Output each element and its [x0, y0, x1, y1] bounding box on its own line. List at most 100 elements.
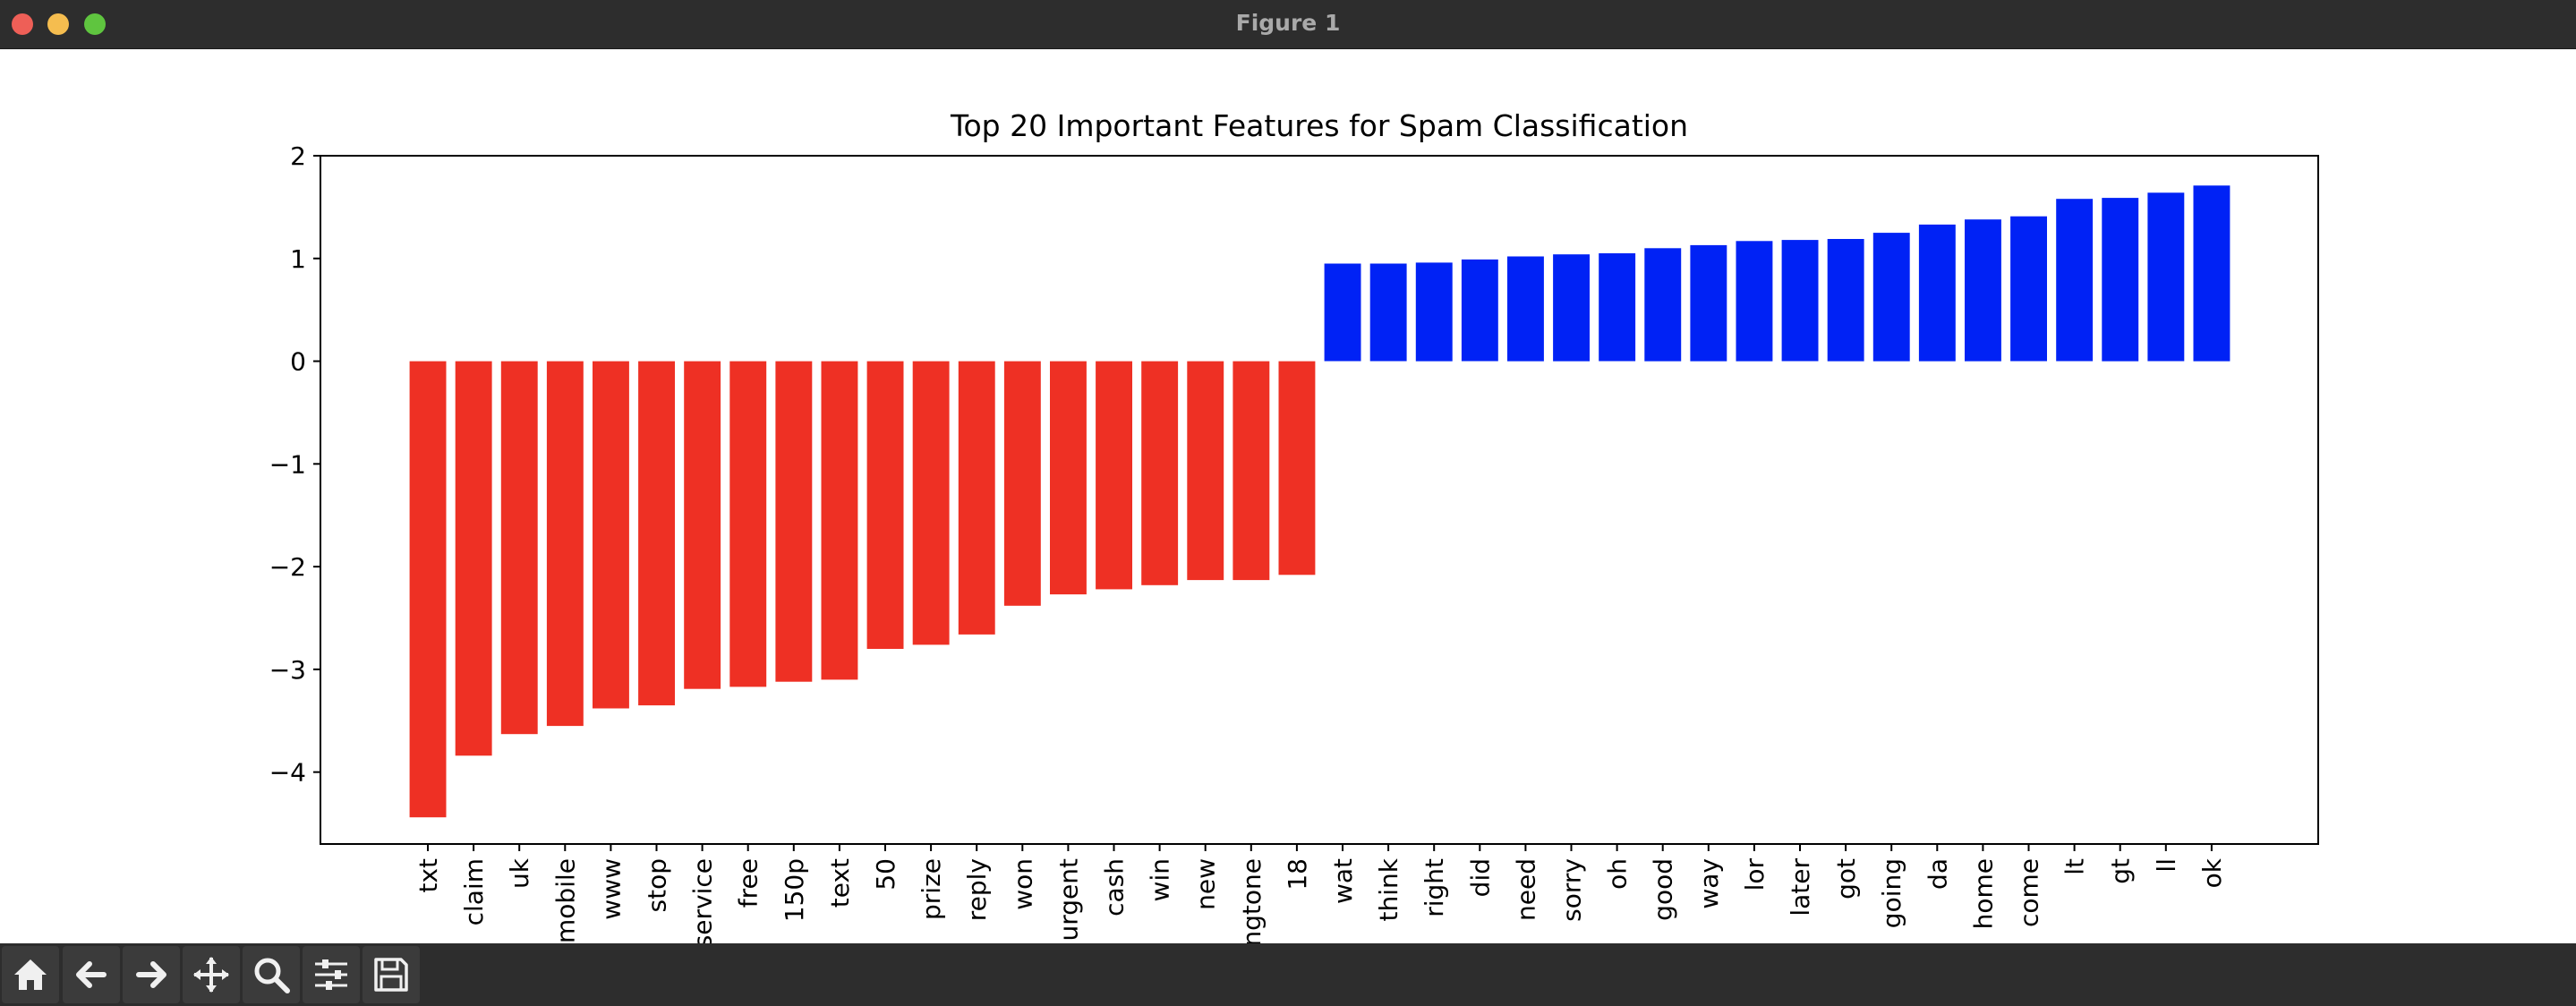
navigation-toolbar	[0, 943, 2576, 1006]
bar-www	[593, 361, 629, 709]
x-tick-label: new	[1191, 858, 1221, 910]
x-tick-label: service	[688, 858, 718, 943]
y-tick-label: −4	[269, 758, 306, 788]
x-tick-label: think	[1374, 857, 1403, 921]
bar-150p	[775, 361, 813, 682]
x-tick-label: lor	[1740, 858, 1770, 891]
x-tick-label: oh	[1603, 858, 1633, 890]
bar-claim	[455, 361, 492, 756]
bar-mobile	[546, 361, 584, 727]
save-button[interactable]	[363, 946, 420, 1003]
y-tick-label: −1	[269, 449, 306, 479]
bar-going	[1872, 233, 1910, 362]
bar-win	[1141, 361, 1179, 585]
maximize-window-button[interactable]	[84, 13, 106, 35]
pan-button[interactable]	[183, 946, 240, 1003]
save-icon	[374, 958, 408, 992]
x-tick-label: 150p	[780, 858, 809, 922]
x-tick-label: ok	[2197, 857, 2227, 888]
x-tick-label: 18	[1283, 858, 1312, 891]
bar-lor	[1736, 241, 1773, 362]
bar-uk	[500, 361, 538, 735]
bar-chart: Top 20 Important Features for Spam Class…	[269, 108, 2319, 964]
bar-did	[1461, 259, 1498, 362]
x-tick-label: uk	[505, 857, 534, 889]
y-tick-label: 0	[290, 347, 306, 377]
x-tick-label: got	[1831, 858, 1861, 899]
bar-way	[1690, 244, 1727, 362]
bar-ok	[2193, 185, 2231, 362]
bar-right	[1415, 262, 1453, 362]
configure-subplots-button[interactable]	[303, 946, 360, 1003]
y-tick-label: −3	[269, 655, 306, 685]
x-tick-label: sorry	[1557, 858, 1587, 922]
x-tick-label: reply	[962, 858, 992, 921]
x-tick-label: prize	[917, 858, 946, 920]
bar-ll	[2147, 192, 2185, 362]
x-tick-label: home	[1968, 858, 1998, 929]
x-tick-label: need	[1511, 858, 1540, 921]
zoom-icon	[254, 958, 290, 993]
back-button[interactable]	[63, 946, 120, 1003]
bar-txt	[409, 361, 447, 818]
forward-button[interactable]	[123, 946, 180, 1003]
bar-text	[821, 361, 858, 680]
bar-reply	[958, 361, 995, 635]
x-tick-label: gt	[2106, 858, 2136, 884]
pan-icon	[193, 957, 229, 993]
window-titlebar: Figure 1	[0, 0, 2576, 49]
bar-new	[1187, 361, 1224, 581]
chart-title: Top 20 Important Features for Spam Class…	[950, 108, 1688, 143]
x-tick-label: da	[1923, 858, 1952, 890]
x-tick-label: 50	[871, 858, 900, 891]
x-tick-label: free	[734, 858, 763, 908]
bar-oh	[1599, 253, 1636, 362]
home-icon	[14, 959, 47, 990]
x-tick-label: going	[1877, 858, 1906, 928]
bar-come	[2010, 216, 2047, 362]
bar-18	[1278, 361, 1316, 575]
x-tick-label: win	[1146, 858, 1175, 901]
bar-sorry	[1553, 254, 1590, 362]
bar-ringtone	[1233, 361, 1270, 581]
close-window-button[interactable]	[12, 13, 33, 35]
x-tick-label: way	[1694, 858, 1724, 909]
bar-later	[1781, 240, 1819, 362]
bar-prize	[912, 361, 950, 645]
x-tick-label: txt	[414, 858, 443, 893]
y-tick-label: 1	[290, 244, 306, 274]
x-tick-label: claim	[459, 858, 489, 925]
forward-arrow-icon	[136, 961, 166, 988]
x-tick-label: stop	[643, 858, 672, 912]
bar-got	[1827, 239, 1864, 362]
x-tick-label: good	[1649, 858, 1678, 921]
configure-subplots-icon	[315, 959, 347, 990]
x-tick-label: ringtone	[1237, 858, 1267, 943]
x-tick-label: lt	[2060, 858, 2090, 875]
y-tick-label: −2	[269, 552, 306, 582]
bar-service	[684, 361, 721, 689]
x-tick-label: did	[1465, 858, 1495, 897]
bar-50	[866, 361, 904, 649]
bar-good	[1644, 248, 1682, 362]
bar-won	[1003, 361, 1041, 606]
bar-urgent	[1050, 361, 1087, 595]
x-tick-label: wat	[1328, 858, 1358, 904]
home-button[interactable]	[2, 946, 59, 1003]
x-tick-label: ll	[2152, 858, 2181, 873]
figure-canvas: Top 20 Important Features for Spam Class…	[0, 49, 2576, 964]
bar-home	[1965, 219, 2001, 362]
bar-stop	[638, 361, 675, 706]
bar-think	[1369, 263, 1407, 362]
back-arrow-icon	[76, 961, 107, 988]
x-tick-label: won	[1008, 858, 1037, 910]
bar-gt	[2102, 198, 2139, 362]
x-tick-label: text	[825, 858, 855, 908]
bar-need	[1507, 256, 1544, 362]
x-tick-label: urgent	[1053, 858, 1083, 942]
zoom-button[interactable]	[243, 946, 300, 1003]
plot-frame	[320, 155, 2319, 845]
minimize-window-button[interactable]	[47, 13, 69, 35]
x-tick-label: come	[2015, 858, 2044, 927]
bar-da	[1918, 224, 1956, 362]
